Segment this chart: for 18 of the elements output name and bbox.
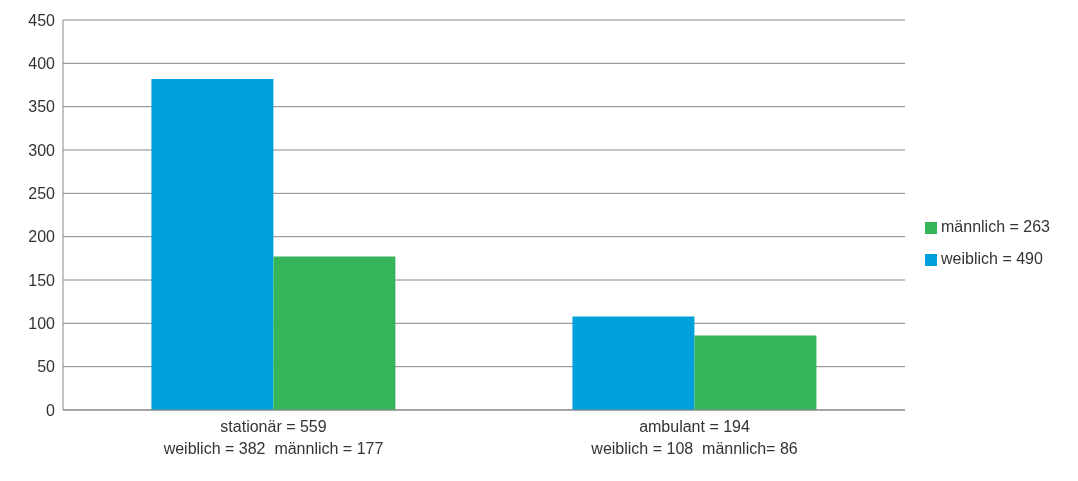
y-tick-label: 50 bbox=[37, 358, 56, 376]
bar bbox=[572, 316, 695, 410]
bar bbox=[151, 78, 274, 410]
y-tick-label: 350 bbox=[28, 98, 56, 116]
legend-label: männlich = 263 bbox=[941, 218, 1050, 235]
bar bbox=[273, 256, 396, 410]
y-tick-label: 300 bbox=[28, 141, 56, 159]
bar bbox=[694, 335, 817, 410]
y-tick-label: 100 bbox=[28, 315, 56, 333]
y-tick-label: 450 bbox=[28, 11, 56, 29]
y-tick-label: 200 bbox=[28, 228, 56, 246]
y-tick-label: 0 bbox=[46, 401, 56, 419]
y-tick-label: 400 bbox=[28, 55, 56, 73]
y-tick-label: 150 bbox=[28, 271, 56, 289]
y-tick-label: 250 bbox=[28, 185, 56, 203]
legend-label: weiblich = 490 bbox=[941, 250, 1043, 267]
x-tick-label: ambulant = 194 weiblich = 108 männlich= 86 bbox=[590, 418, 798, 457]
x-tick-label: stationär = 559 weiblich = 382 männlich = 177 bbox=[162, 418, 384, 457]
